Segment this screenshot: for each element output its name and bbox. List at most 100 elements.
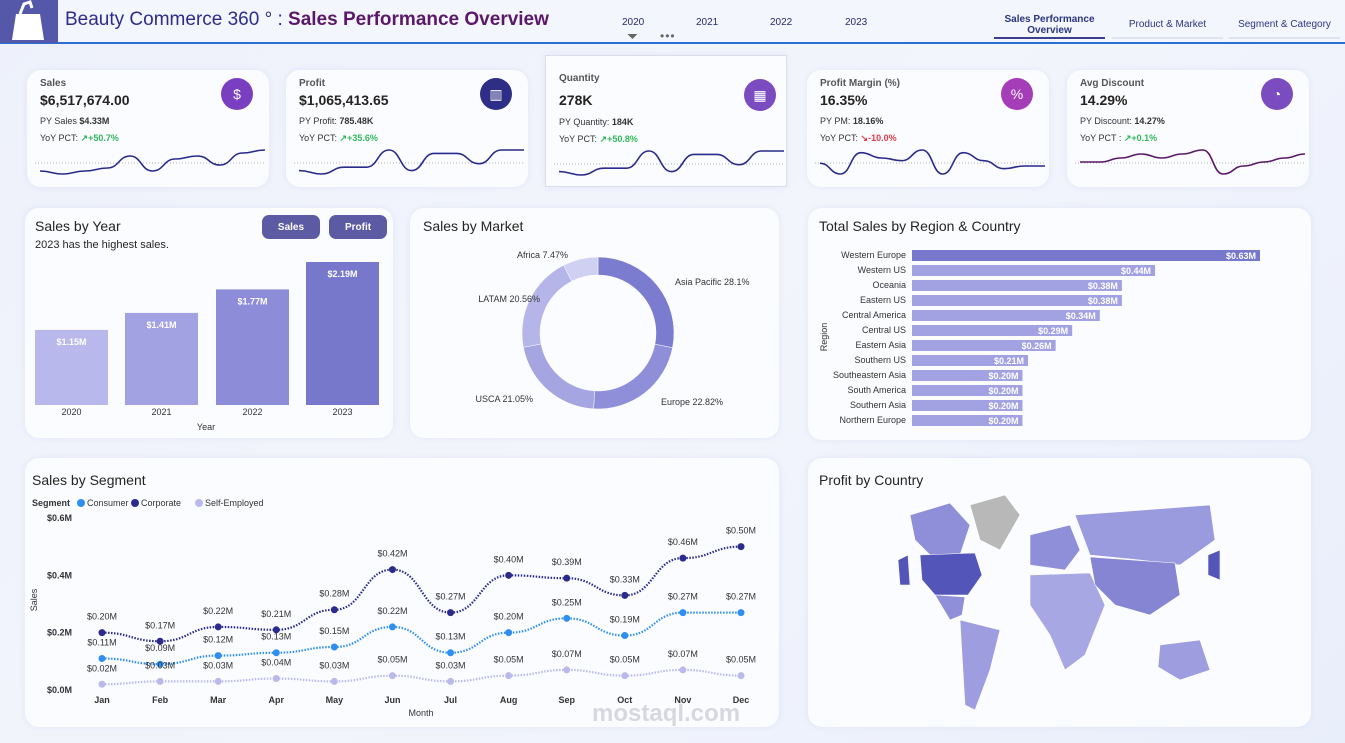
y-axis-label: Sales bbox=[29, 588, 39, 611]
kpi-prior-year: PY Discount: 14.27% bbox=[1080, 116, 1165, 126]
data-point bbox=[563, 574, 571, 582]
data-label: $0.40M bbox=[494, 554, 524, 564]
region-value-label: $0.38M bbox=[1088, 281, 1118, 291]
kpi-prior-year: PY Profit: 785.48K bbox=[299, 116, 374, 126]
data-point bbox=[505, 571, 513, 579]
world-map[interactable] bbox=[890, 495, 1230, 725]
kpi-yoy: YoY PCT: ↗+50.7% bbox=[40, 133, 119, 143]
region-bar bbox=[912, 355, 1028, 366]
region-value-label: $0.26M bbox=[1022, 341, 1052, 351]
data-point bbox=[388, 566, 396, 574]
data-point bbox=[447, 609, 455, 617]
x-tick-label: 2022 bbox=[242, 407, 262, 417]
map-region-usa bbox=[919, 552, 983, 596]
region-value-label: $0.21M bbox=[994, 356, 1024, 366]
data-label: $0.05M bbox=[377, 655, 407, 665]
discount-pie-icon: ◔ bbox=[1261, 78, 1293, 110]
filter-icon[interactable]: ⏷ bbox=[627, 28, 639, 44]
map-region-asia bbox=[1089, 556, 1181, 616]
slice-label: USCA 21.05% bbox=[475, 394, 533, 404]
kpi-sparkline bbox=[294, 149, 524, 175]
nav-tab-0[interactable]: Sales Performance Overview bbox=[994, 12, 1105, 39]
kpi-card-profit-margin-: Profit Margin (%) 16.35% PY PM: 18.16% Y… bbox=[807, 70, 1049, 187]
region-value-label: $0.20M bbox=[988, 401, 1018, 411]
slice-label: Africa 7.47% bbox=[517, 250, 568, 260]
kpi-yoy: YoY PCT: ↗+50.8% bbox=[559, 134, 638, 144]
legend-marker bbox=[77, 499, 85, 507]
data-label: $0.27M bbox=[436, 592, 466, 602]
bar-data-label: $2.19M bbox=[327, 269, 357, 279]
slice-label: LATAM 20.56% bbox=[478, 294, 540, 304]
data-point bbox=[214, 623, 222, 631]
data-point bbox=[447, 649, 455, 657]
data-point bbox=[388, 623, 396, 631]
x-tick-label: 2020 bbox=[61, 407, 81, 417]
kpi-value: 278K bbox=[559, 92, 593, 108]
data-label: $0.42M bbox=[377, 549, 407, 559]
donut-slice bbox=[523, 343, 595, 410]
data-point bbox=[272, 626, 280, 634]
kpi-sparkline bbox=[1075, 149, 1306, 175]
profit-toggle-button[interactable]: Profit bbox=[329, 215, 387, 239]
sales-toggle-button[interactable]: Sales bbox=[262, 215, 320, 239]
kpi-label: Avg Discount bbox=[1080, 78, 1145, 89]
year-slicer-2020[interactable]: 2020 bbox=[622, 17, 645, 28]
segment-line-chart: Segment Consumer Corporate Self-Employed $0.… bbox=[29, 498, 756, 718]
boxes-icon: ▦ bbox=[744, 79, 776, 111]
region-label: Oceania bbox=[872, 280, 906, 290]
data-label: $0.11M bbox=[87, 637, 116, 647]
map-region-alaska bbox=[897, 554, 911, 586]
y-tick-label: $0.2M bbox=[47, 628, 72, 638]
year-slicer-2022[interactable]: 2022 bbox=[770, 17, 793, 28]
region-bar bbox=[912, 265, 1156, 276]
kpi-yoy: YoY PCT: ↗+35.6% bbox=[299, 133, 378, 143]
region-label: Southern US bbox=[854, 355, 906, 365]
data-label: $0.13M bbox=[436, 632, 466, 642]
region-label: Western Europe bbox=[841, 250, 906, 260]
region-label: Southern Asia bbox=[850, 400, 906, 410]
data-point bbox=[737, 609, 745, 617]
data-label: $0.05M bbox=[726, 655, 756, 665]
data-label: $0.20M bbox=[87, 612, 117, 622]
legend-title: Segment bbox=[32, 498, 70, 508]
data-label: $0.05M bbox=[494, 655, 524, 665]
region-label: Eastern US bbox=[860, 295, 906, 305]
region-value-label: $0.34M bbox=[1066, 311, 1096, 321]
data-point bbox=[679, 554, 687, 562]
bar-data-label: $1.77M bbox=[237, 296, 267, 306]
page-title: Beauty Commerce 360 ° : Sales Performanc… bbox=[65, 9, 549, 30]
sales-by-market-donut: Asia Pacific 28.1% Europe 22.82% USCA 21.0… bbox=[475, 250, 750, 410]
data-point bbox=[214, 677, 222, 685]
y-tick-label: $0.4M bbox=[47, 570, 72, 580]
data-label: $0.27M bbox=[726, 592, 756, 602]
kpi-prior-year: PY PM: 18.16% bbox=[820, 116, 884, 126]
year-slicer-2023[interactable]: 2023 bbox=[845, 17, 868, 28]
data-point bbox=[272, 649, 280, 657]
legend-marker bbox=[195, 499, 203, 507]
region-label: Western US bbox=[858, 265, 906, 275]
data-point bbox=[679, 609, 687, 617]
legend-label: Self-Employed bbox=[205, 498, 264, 508]
nav-tab-2[interactable]: Segment & Category bbox=[1229, 12, 1340, 39]
year-slicer-2021[interactable]: 2021 bbox=[696, 17, 719, 28]
more-options-icon[interactable]: ••• bbox=[660, 29, 676, 43]
data-point bbox=[98, 654, 106, 662]
data-label: $0.28M bbox=[319, 589, 349, 599]
data-label: $0.39M bbox=[552, 557, 582, 567]
data-label: $0.07M bbox=[668, 649, 698, 659]
donut-slice bbox=[597, 256, 675, 349]
kpi-sparkline bbox=[554, 150, 784, 176]
map-region-africa bbox=[1029, 572, 1106, 671]
nav-tab-1[interactable]: Product & Market bbox=[1112, 12, 1223, 39]
x-axis-label: Month bbox=[408, 708, 433, 718]
data-point bbox=[505, 672, 513, 680]
data-label: $0.09M bbox=[145, 643, 175, 653]
x-tick-label: Oct bbox=[617, 695, 632, 705]
region-label: South America bbox=[847, 385, 906, 395]
data-label: $0.13M bbox=[261, 632, 291, 642]
x-tick-label: Jun bbox=[384, 695, 400, 705]
series-line bbox=[101, 545, 742, 643]
y-tick-label: $0.0M bbox=[47, 685, 72, 695]
data-label: $0.17M bbox=[145, 620, 175, 630]
x-tick-label: Feb bbox=[152, 695, 169, 705]
